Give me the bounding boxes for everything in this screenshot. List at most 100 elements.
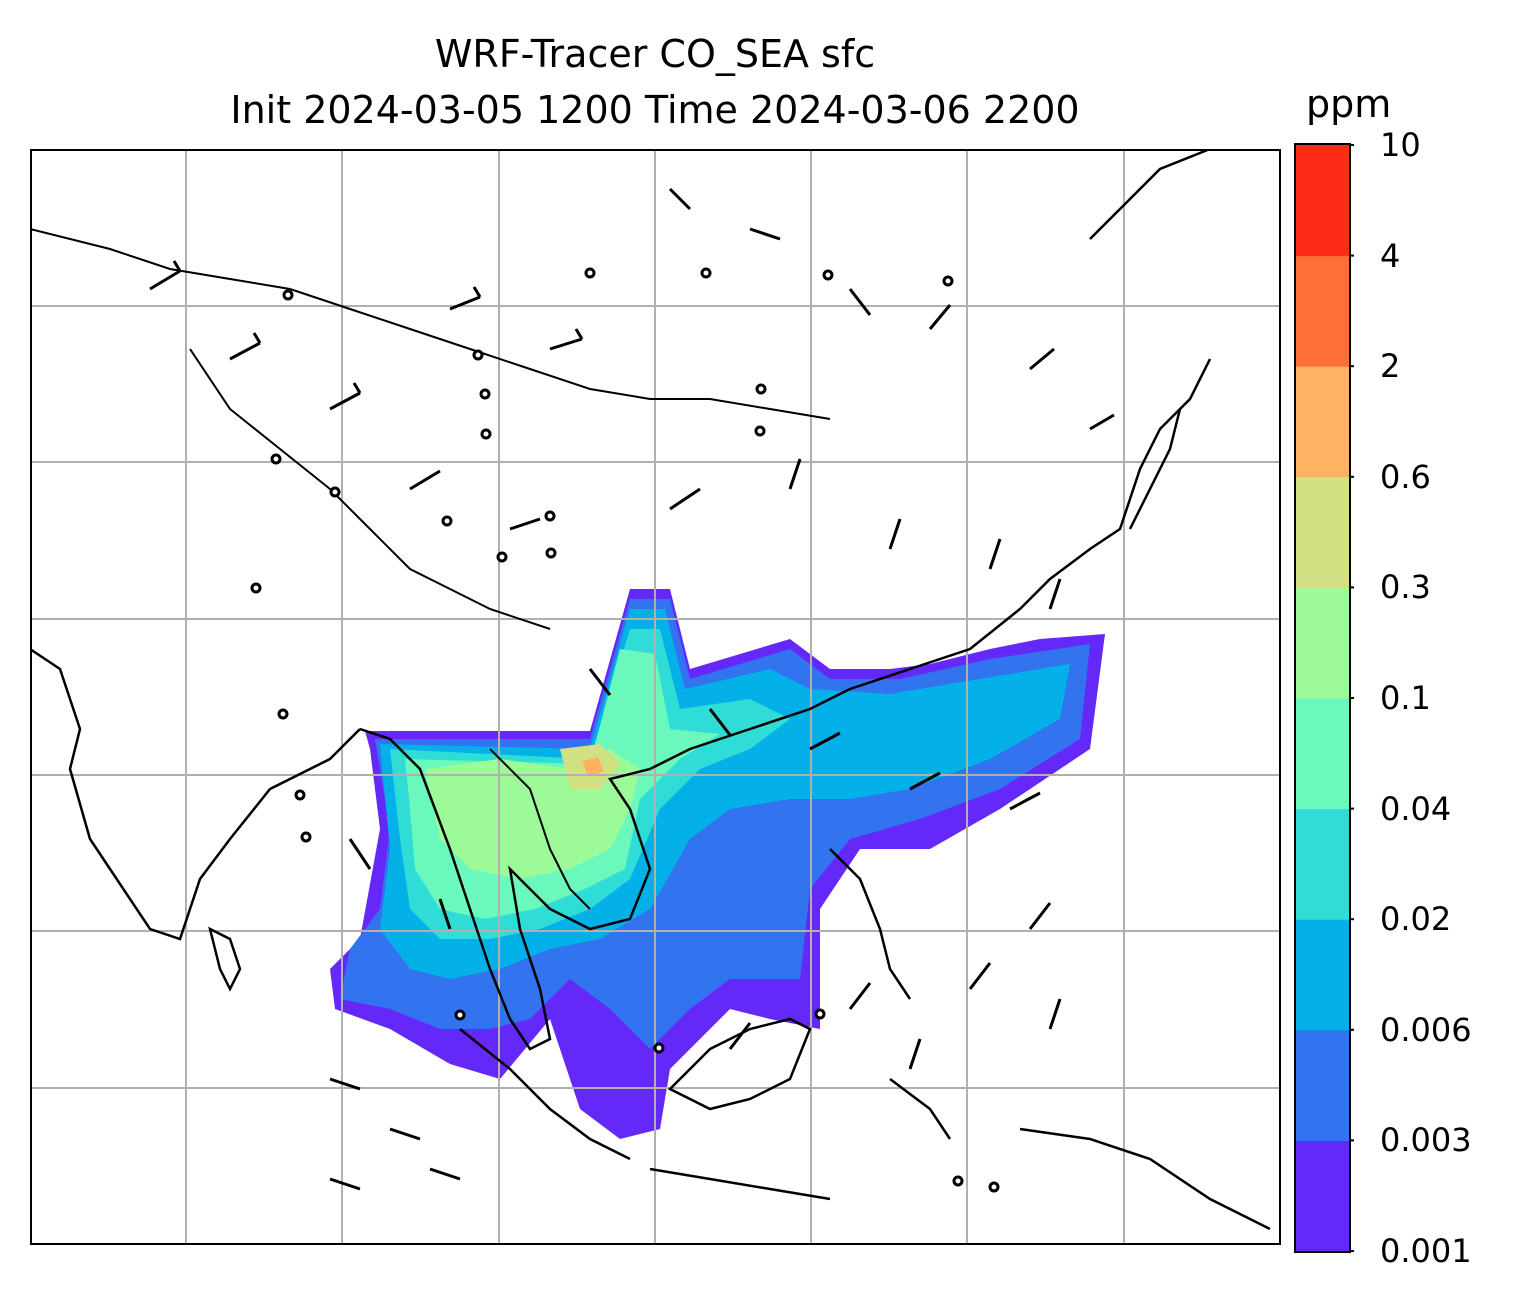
calm-marker bbox=[584, 267, 596, 279]
calm-markers bbox=[250, 267, 1000, 1193]
title-line-2: Init 2024-03-05 1200 Time 2024-03-06 220… bbox=[230, 88, 1080, 132]
wind-barb bbox=[329, 1177, 361, 1191]
coast-china bbox=[849, 358, 1212, 691]
border-himalaya bbox=[189, 348, 551, 630]
colorbar-tick-label: 10 bbox=[1380, 126, 1421, 164]
map-panel bbox=[30, 149, 1281, 1245]
colorbar-tick-label: 0.04 bbox=[1380, 789, 1452, 828]
border-china-russia bbox=[30, 228, 291, 290]
border-mongolia bbox=[289, 288, 831, 420]
coast-srilanka bbox=[208, 926, 242, 992]
wind-barb bbox=[1048, 998, 1062, 1030]
wind-barb bbox=[549, 328, 584, 351]
calm-marker bbox=[479, 388, 491, 400]
colorbar-tick-label: 0.003 bbox=[1380, 1121, 1472, 1160]
wind-barb bbox=[888, 518, 902, 550]
wind-barb bbox=[329, 382, 362, 411]
colorbar-tick-label: 0.6 bbox=[1380, 457, 1431, 496]
wind-barb bbox=[389, 1127, 421, 1141]
title-line-1: WRF-Tracer CO_SEA sfc bbox=[434, 32, 876, 76]
colorbar-segment bbox=[1296, 698, 1349, 810]
wind-barbs bbox=[149, 187, 1115, 1191]
colorbar-segment bbox=[1296, 1029, 1349, 1141]
wind-barb bbox=[848, 288, 872, 316]
calm-marker bbox=[277, 708, 289, 720]
wind-barb bbox=[1028, 902, 1052, 930]
calm-marker bbox=[952, 1175, 964, 1187]
tracer-plume bbox=[330, 589, 1105, 1139]
calm-marker bbox=[653, 1042, 665, 1054]
colorbar-segment bbox=[1296, 145, 1349, 257]
colorbar-segment bbox=[1296, 587, 1349, 699]
colorbar-tick-label: 0.3 bbox=[1380, 568, 1431, 607]
wind-barb bbox=[908, 1038, 922, 1070]
calm-marker bbox=[822, 269, 834, 281]
wind-barb bbox=[329, 1077, 361, 1091]
wind-barb bbox=[1029, 347, 1055, 371]
calm-marker bbox=[942, 275, 954, 287]
wind-barb bbox=[429, 1167, 461, 1181]
wind-barb bbox=[988, 538, 1002, 570]
wind-barb bbox=[928, 304, 952, 330]
colorbar-segment bbox=[1296, 1140, 1349, 1252]
colorbar bbox=[1294, 143, 1354, 1253]
calm-marker bbox=[545, 547, 557, 559]
coast-indochina bbox=[359, 687, 851, 1051]
map-frame bbox=[30, 149, 1281, 1245]
coast-java bbox=[649, 1167, 831, 1201]
border-indochina bbox=[489, 748, 591, 910]
wind-barb bbox=[229, 332, 262, 361]
calm-marker bbox=[496, 551, 508, 563]
calm-marker bbox=[300, 831, 312, 843]
coast-philippines bbox=[829, 848, 912, 1000]
wind-barb bbox=[728, 1022, 752, 1050]
coast-india bbox=[30, 647, 361, 941]
colorbar-tick-label: 0.006 bbox=[1380, 1010, 1472, 1049]
wind-barb bbox=[588, 668, 612, 696]
calm-marker bbox=[441, 515, 453, 527]
wind-barb bbox=[968, 962, 992, 990]
country-borders bbox=[30, 228, 831, 910]
calm-marker bbox=[294, 789, 306, 801]
coast-sumatra bbox=[459, 1028, 631, 1161]
colorbar-segment bbox=[1296, 366, 1349, 478]
calm-marker bbox=[754, 425, 766, 437]
wind-barb bbox=[509, 517, 541, 531]
wind-barb bbox=[1009, 791, 1041, 811]
colorbar-tick-label: 0.001 bbox=[1380, 1232, 1472, 1270]
wind-barb bbox=[809, 731, 841, 751]
calm-marker bbox=[755, 383, 767, 395]
calm-marker bbox=[544, 510, 556, 522]
wind-barb bbox=[708, 708, 732, 736]
colorbar-segment bbox=[1296, 255, 1349, 367]
calm-marker bbox=[270, 453, 282, 465]
calm-marker bbox=[700, 267, 712, 279]
calm-marker bbox=[814, 1008, 826, 1020]
plume-layer-0.6 bbox=[582, 757, 604, 777]
colorbar-tick-label: 4 bbox=[1380, 236, 1401, 275]
wind-barb bbox=[438, 898, 452, 930]
calm-marker bbox=[282, 289, 294, 301]
wind-barb bbox=[1089, 413, 1115, 431]
wind-barb bbox=[1048, 578, 1062, 610]
colorbar-segment bbox=[1296, 808, 1349, 920]
calm-marker bbox=[480, 428, 492, 440]
coastlines bbox=[30, 149, 1271, 1231]
colorbar-tick-label: 0.02 bbox=[1380, 900, 1452, 939]
wind-barb bbox=[749, 227, 781, 241]
wind-barb bbox=[449, 286, 482, 311]
wind-barb bbox=[149, 260, 182, 291]
coast-borneo bbox=[667, 1017, 812, 1111]
calm-marker bbox=[454, 1009, 466, 1021]
wind-barb bbox=[788, 458, 802, 490]
calm-marker bbox=[472, 349, 484, 361]
wind-barb bbox=[848, 982, 872, 1010]
calm-marker bbox=[988, 1181, 1000, 1193]
coast-newguinea bbox=[1019, 1127, 1271, 1231]
colorbar-tick-label: 2 bbox=[1380, 347, 1401, 386]
calm-marker bbox=[329, 486, 341, 498]
coast-korea bbox=[1128, 408, 1182, 530]
colorbar-segment bbox=[1296, 476, 1349, 588]
wind-barb bbox=[668, 187, 692, 211]
colorbar-unit: ppm bbox=[1306, 82, 1392, 126]
